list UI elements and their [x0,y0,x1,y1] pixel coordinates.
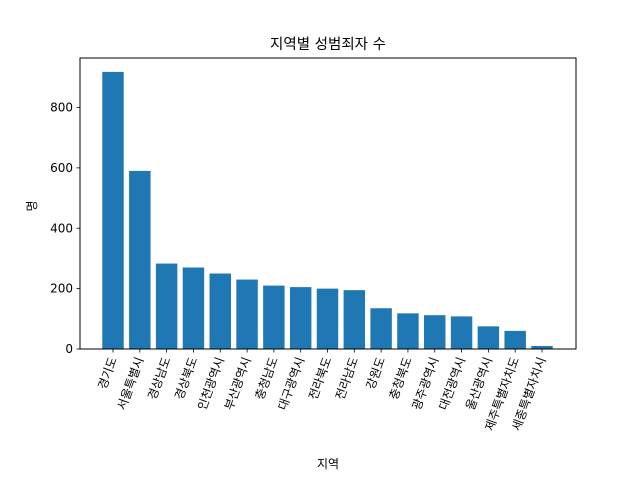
bar [289,287,312,349]
bar [263,285,285,349]
bar [370,308,392,349]
bar [316,288,339,349]
bar [129,170,151,349]
chart-title: 지역별 성범죄자 수 [270,36,386,53]
y-axis-ticks: 0 200 400 600 800 [50,101,80,356]
bars-group [102,71,553,349]
bar [209,273,231,349]
bar [397,313,419,349]
bar [182,267,205,349]
bar [155,263,178,349]
y-tick-label: 400 [50,221,73,235]
bar [504,330,526,349]
y-tick-label: 600 [50,161,73,175]
bar [343,290,366,349]
bar [102,71,124,349]
bar [424,315,446,349]
bar [477,326,500,349]
y-tick-label: 800 [50,101,73,115]
bar [236,279,258,349]
bar [531,345,553,349]
y-axis-label: 명 [25,200,39,211]
y-tick-label: 0 [65,342,73,356]
x-axis-label: 지역 [317,457,339,471]
y-tick-label: 200 [50,282,73,296]
bar [450,316,473,349]
plot-frame [79,57,577,350]
